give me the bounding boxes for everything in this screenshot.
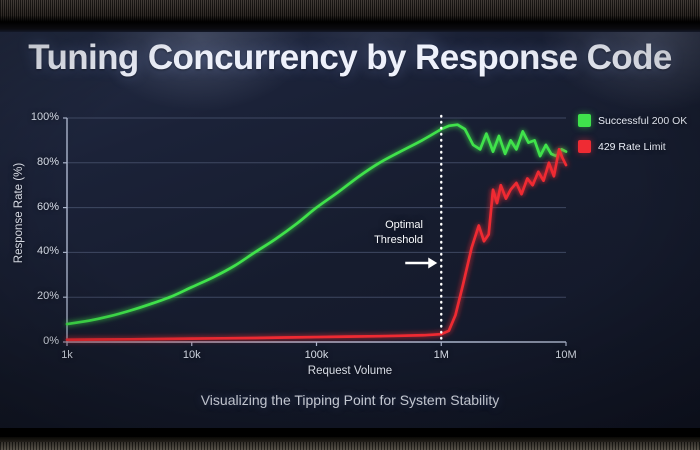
slide-subtitle: Visualizing the Tipping Point for System… <box>200 392 500 408</box>
y-tick-label: 60% <box>36 200 59 213</box>
x-tick-label: 10M <box>555 349 577 361</box>
series-line-successful-200-ok <box>65 123 568 326</box>
x-axis-title: Request Volume <box>307 365 393 377</box>
x-tick-label: 1M <box>433 349 449 361</box>
floor-strip <box>0 428 700 450</box>
y-tick-label: 20% <box>36 290 59 303</box>
slide-screen: Tuning Concurrency by Response Code Resp… <box>0 32 700 428</box>
y-tick-label: 100% <box>30 111 59 123</box>
response-rate-chart: Response Rate (%) Request Volume 0% 20% 40… <box>0 32 700 428</box>
series-line-429-rate-limit <box>65 148 568 342</box>
legend-swatch-icon <box>578 140 591 153</box>
legend-swatch-icon <box>578 114 591 127</box>
chart-canvas <box>63 114 568 346</box>
screen-top-bezel <box>0 22 700 32</box>
x-tick-label: 1k <box>61 349 73 361</box>
legend-item[interactable]: 429 Rate Limit <box>578 140 687 153</box>
legend-item-label: Successful 200 OK <box>598 114 688 127</box>
legend-item-label: 429 Rate Limit <box>598 140 666 153</box>
chart-legend: Successful 200 OK 429 Rate Limit <box>578 114 687 166</box>
slide-title: Tuning Concurrency by Response Code <box>28 38 672 77</box>
y-tick-label: 40% <box>36 245 59 258</box>
annotation-line-1: Optimal <box>385 219 423 231</box>
y-tick-label: 80% <box>36 155 59 168</box>
annotation-line-2: Threshold <box>374 234 423 246</box>
x-tick-label: 10k <box>182 349 201 361</box>
y-tick-label: 0% <box>43 335 59 347</box>
arrow-right-icon <box>428 257 438 269</box>
x-tick-label: 100k <box>304 349 329 361</box>
ceiling-panel <box>0 0 700 22</box>
optimal-threshold-annotation: Optimal Threshold <box>345 218 423 248</box>
legend-item[interactable]: Successful 200 OK <box>578 114 687 127</box>
